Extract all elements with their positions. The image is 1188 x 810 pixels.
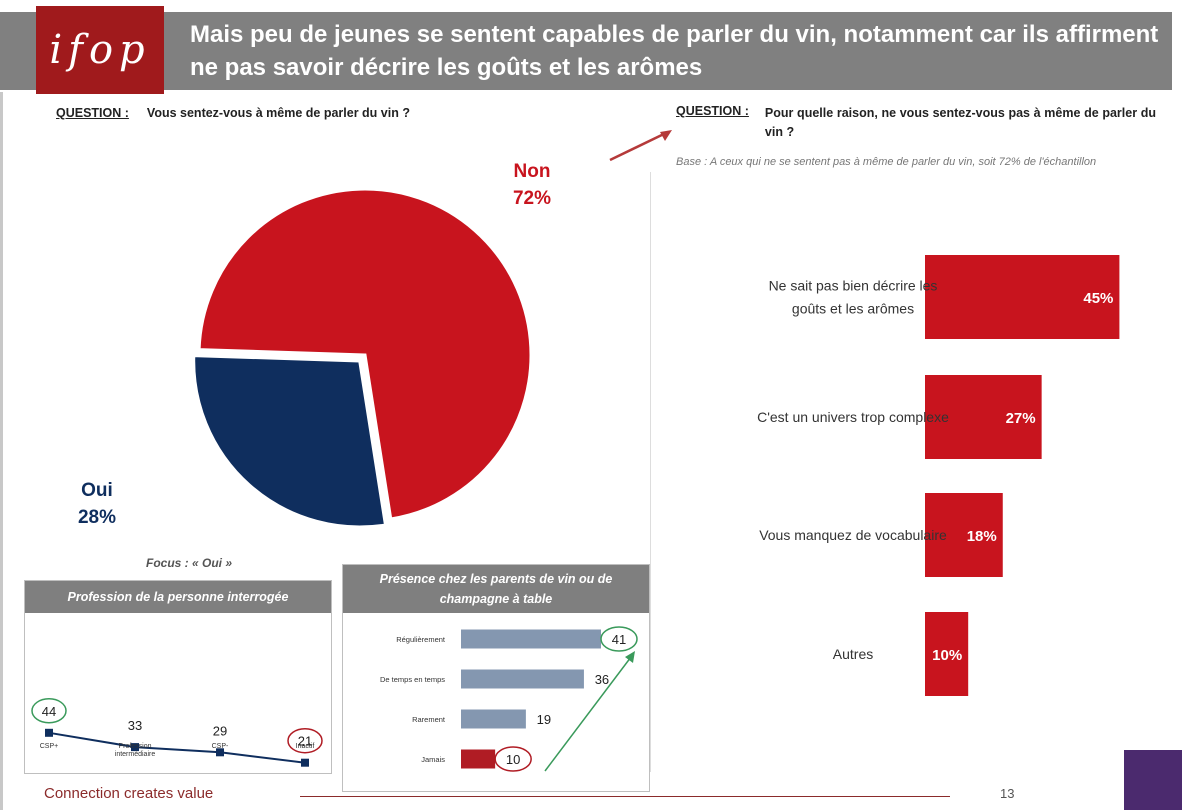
question-text: Pour quelle raison, ne vous sentez-vous … xyxy=(764,106,1156,139)
profession-category: CSP- xyxy=(212,743,229,750)
reason-bar xyxy=(925,493,1003,577)
right-question: QUESTION : Pour quelle raison, ne vous s… xyxy=(676,104,1156,142)
profession-category: Profession xyxy=(118,743,151,750)
reason-value: 45% xyxy=(1083,290,1113,307)
base-note: Base : A ceux qui ne se sentent pas à mê… xyxy=(676,156,1097,168)
parents-bar xyxy=(461,749,496,769)
panel-title: Profession de la personne interrogée xyxy=(25,581,331,613)
question-text: Vous sentez-vous à même de parler du vin… xyxy=(146,106,410,120)
left-question: QUESTION : Vous sentez-vous à même de par… xyxy=(56,104,616,122)
panel-title: Présence chez les parents de vin ou de c… xyxy=(343,565,649,613)
header-bar xyxy=(0,12,1172,90)
parents-category: De temps en temps xyxy=(380,675,445,684)
reason-label: C'est un univers trop complexe xyxy=(757,409,949,425)
profession-value: 33 xyxy=(128,718,142,733)
profession-point xyxy=(216,748,224,757)
profession-value: 21 xyxy=(298,734,312,749)
pie-value-oui: 28% xyxy=(78,507,116,528)
reason-label: Vous manquez de vocabulaire xyxy=(759,527,947,543)
focus-label: Focus : « Oui » xyxy=(146,556,233,570)
parents-bar xyxy=(461,669,584,689)
profession-point xyxy=(131,743,139,752)
trend-arrow-icon xyxy=(625,651,635,663)
slide-title: Mais peu de jeunes se sentent capables d… xyxy=(190,21,1159,81)
question-label: QUESTION : xyxy=(56,106,129,120)
reason-bar xyxy=(925,612,969,696)
pie-chart: Non 72% Oui 28% xyxy=(78,161,551,529)
parents-category: Régulièrement xyxy=(396,635,446,644)
reason-value: 27% xyxy=(1006,410,1036,427)
pie-label-oui: Oui xyxy=(81,480,113,501)
max-highlight-circle xyxy=(31,698,67,724)
min-highlight-circle xyxy=(287,727,323,754)
profession-point xyxy=(301,758,309,767)
left-edge-strip xyxy=(0,92,3,810)
reason-label: Ne sait pas bien décrire les xyxy=(769,278,938,294)
pie-value-non: 72% xyxy=(513,188,551,209)
profession-value: 44 xyxy=(42,704,56,719)
parents-category: Rarement xyxy=(412,715,446,724)
arrow-icon xyxy=(609,130,672,162)
parents-category: Jamais xyxy=(421,755,445,764)
pie-label-non: Non xyxy=(514,161,551,182)
profession-point xyxy=(45,728,53,737)
reason-bar xyxy=(925,375,1042,459)
parents-value: 36 xyxy=(595,672,609,687)
column-divider xyxy=(650,172,651,772)
reasons-bar-chart: 45% Ne sait pas bien décrire les goûts et … xyxy=(757,255,1120,696)
reason-label: goûts et les arômes xyxy=(792,301,914,317)
pie-slice-non xyxy=(197,187,533,521)
parents-panel: Présence chez les parents de vin ou de c… xyxy=(342,564,650,792)
trend-arrow-line xyxy=(544,656,632,772)
parents-bar-chart: Régulièrement 41 De temps en temps 36 Rareme… xyxy=(380,626,638,772)
profession-line xyxy=(48,731,306,764)
parents-value: 19 xyxy=(537,712,551,727)
ifop-logo: ifop xyxy=(36,6,164,94)
corner-logo-icon xyxy=(1124,750,1182,810)
profession-panel: Profession de la personne interrogée 44 C… xyxy=(24,580,332,774)
parents-bar xyxy=(461,709,526,729)
reason-value: 10% xyxy=(932,647,962,664)
panel-title-line-1: Présence chez les parents de vin ou de xyxy=(379,572,613,586)
min-highlight-circle xyxy=(494,746,532,772)
panel-title-line-2: champagne à table xyxy=(439,592,553,606)
slide-header: ifop Mais peu de jeunes se sentent capab… xyxy=(0,0,1188,94)
footer-tagline: Connection creates value xyxy=(44,785,214,802)
pie-slice-oui xyxy=(192,354,388,529)
profession-value: 29 xyxy=(213,723,227,738)
parents-value: 41 xyxy=(612,632,626,647)
footer-rule xyxy=(300,796,950,797)
reason-label: Autres xyxy=(833,646,873,662)
question-label: QUESTION : xyxy=(676,104,749,118)
profession-category: intermédiaire xyxy=(115,751,156,758)
parents-value: 10 xyxy=(506,752,520,767)
profession-category: Inactif xyxy=(296,743,315,750)
page-number: 13 xyxy=(1000,786,1015,801)
parents-bar xyxy=(461,629,601,649)
max-highlight-circle xyxy=(600,626,638,652)
profession-category: CSP+ xyxy=(40,743,58,750)
reason-value: 18% xyxy=(967,528,997,545)
reason-bar xyxy=(925,255,1120,339)
